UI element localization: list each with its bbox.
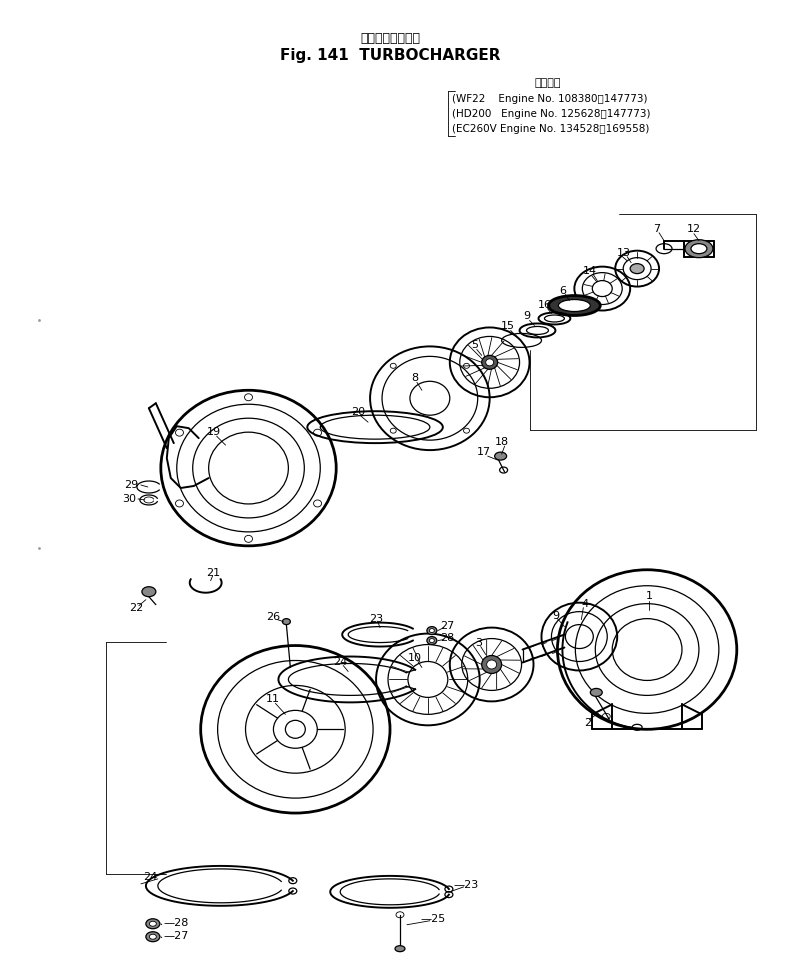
Text: 21: 21 xyxy=(207,568,221,578)
Text: 2: 2 xyxy=(584,718,591,729)
Text: 1: 1 xyxy=(645,590,653,601)
Text: 29: 29 xyxy=(124,480,138,490)
Text: 10: 10 xyxy=(408,653,422,662)
Ellipse shape xyxy=(427,626,437,635)
Ellipse shape xyxy=(630,264,644,274)
Text: 6: 6 xyxy=(559,285,566,295)
Ellipse shape xyxy=(590,689,602,696)
Ellipse shape xyxy=(486,358,494,366)
Text: 適用号機: 適用号機 xyxy=(534,78,561,89)
Text: 9: 9 xyxy=(523,312,530,321)
Ellipse shape xyxy=(282,618,290,624)
Text: 8: 8 xyxy=(411,373,418,384)
Text: —23: —23 xyxy=(453,880,478,890)
Text: 4: 4 xyxy=(581,599,589,609)
Ellipse shape xyxy=(482,356,498,369)
Ellipse shape xyxy=(495,452,507,460)
Ellipse shape xyxy=(691,244,707,253)
Text: 18: 18 xyxy=(495,437,509,447)
Ellipse shape xyxy=(487,660,496,669)
Text: 28: 28 xyxy=(439,632,454,643)
Text: 13: 13 xyxy=(617,247,631,258)
Text: 17: 17 xyxy=(477,447,491,457)
Text: 15: 15 xyxy=(500,321,514,331)
Text: —25: —25 xyxy=(421,914,446,923)
Ellipse shape xyxy=(427,637,437,645)
Ellipse shape xyxy=(429,628,435,632)
Text: —27: —27 xyxy=(164,931,189,941)
Text: 5: 5 xyxy=(471,340,478,351)
Text: ターボチャージャ: ターボチャージャ xyxy=(360,32,420,45)
Ellipse shape xyxy=(146,918,160,929)
Ellipse shape xyxy=(685,240,713,258)
Text: 24: 24 xyxy=(143,872,157,881)
Text: 20: 20 xyxy=(351,407,365,417)
Ellipse shape xyxy=(149,921,156,926)
Ellipse shape xyxy=(149,934,156,939)
Ellipse shape xyxy=(548,295,600,316)
Ellipse shape xyxy=(429,639,435,643)
Text: (HD200   Engine No. 125628～147773): (HD200 Engine No. 125628～147773) xyxy=(452,109,650,119)
Text: —28: —28 xyxy=(164,918,189,928)
Text: 14: 14 xyxy=(583,266,597,276)
Text: 26: 26 xyxy=(267,612,281,621)
Text: 22: 22 xyxy=(129,603,143,613)
Text: 11: 11 xyxy=(265,694,279,704)
Ellipse shape xyxy=(395,946,405,952)
Text: 3: 3 xyxy=(475,638,482,648)
Text: 9: 9 xyxy=(552,611,559,620)
Text: 24: 24 xyxy=(333,656,347,666)
Text: 23: 23 xyxy=(369,614,383,623)
Ellipse shape xyxy=(142,586,156,597)
Text: (WF22    Engine No. 108380～147773): (WF22 Engine No. 108380～147773) xyxy=(452,94,647,104)
Text: 27: 27 xyxy=(439,620,454,630)
Text: 16: 16 xyxy=(537,300,552,310)
Text: 19: 19 xyxy=(207,428,221,437)
Ellipse shape xyxy=(146,932,160,942)
Text: 7: 7 xyxy=(653,224,660,234)
Ellipse shape xyxy=(559,300,590,312)
Ellipse shape xyxy=(482,656,502,673)
Text: 30: 30 xyxy=(122,494,136,504)
Text: 12: 12 xyxy=(687,224,701,234)
Text: (EC260V Engine No. 134528～169558): (EC260V Engine No. 134528～169558) xyxy=(452,124,649,134)
Text: Fig. 141  TURBOCHARGER: Fig. 141 TURBOCHARGER xyxy=(280,48,500,62)
